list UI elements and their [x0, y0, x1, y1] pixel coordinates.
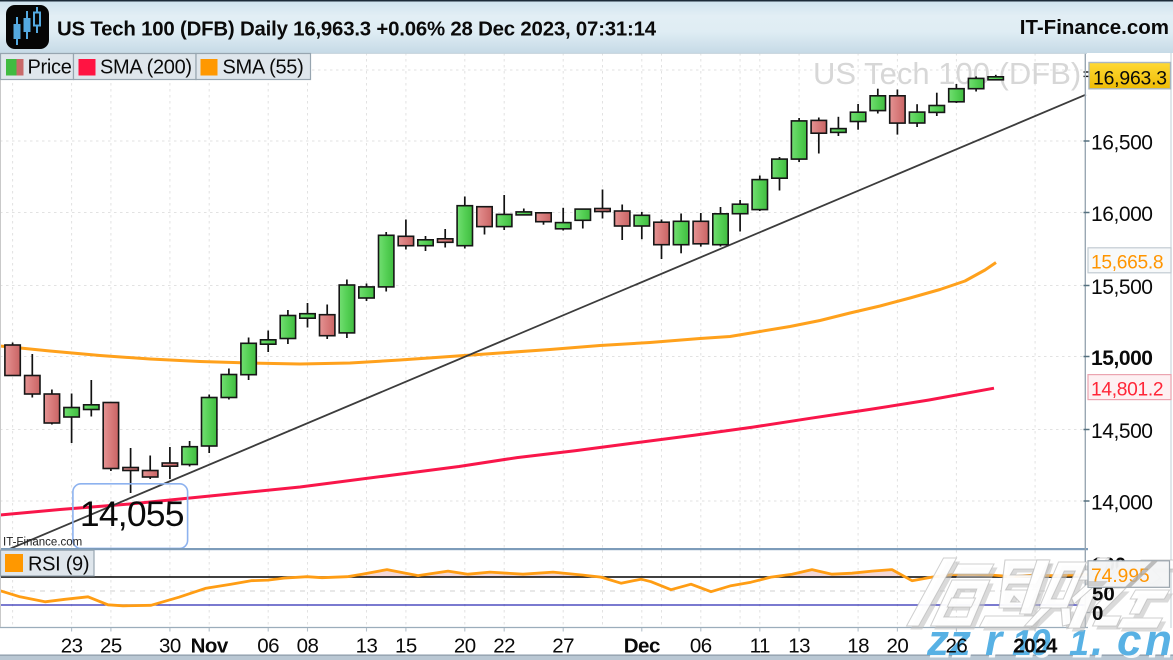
- svg-text:IT-Finance.com: IT-Finance.com: [1020, 16, 1169, 39]
- svg-text:0: 0: [1092, 602, 1103, 625]
- svg-text:11: 11: [750, 635, 770, 658]
- svg-text:06: 06: [690, 635, 712, 658]
- svg-text:27: 27: [552, 635, 574, 658]
- svg-text:30: 30: [159, 635, 181, 658]
- svg-text:15,665.8: 15,665.8: [1091, 253, 1163, 274]
- svg-text:RSI (9): RSI (9): [28, 554, 89, 576]
- svg-text:2024: 2024: [1013, 635, 1058, 658]
- svg-text:IT-Finance.com: IT-Finance.com: [3, 537, 82, 549]
- svg-text:20: 20: [886, 635, 908, 658]
- svg-text:16,000: 16,000: [1091, 203, 1153, 226]
- svg-text:1: 1: [1015, 625, 1035, 660]
- svg-text:15,500: 15,500: [1091, 276, 1153, 299]
- svg-text:SMA (55): SMA (55): [223, 57, 304, 79]
- svg-text:US Tech 100 (DFB): US Tech 100 (DFB): [813, 56, 1081, 91]
- svg-text:15: 15: [395, 635, 417, 658]
- svg-text:15,000: 15,000: [1091, 347, 1153, 370]
- svg-text:22: 22: [493, 635, 515, 658]
- svg-text:14,801.2: 14,801.2: [1091, 379, 1163, 400]
- svg-text:13: 13: [356, 635, 378, 658]
- svg-text:13: 13: [788, 635, 810, 658]
- svg-text:Price: Price: [28, 57, 72, 79]
- svg-text:0: 0: [1033, 625, 1054, 660]
- svg-text:23: 23: [61, 635, 83, 658]
- svg-text:08: 08: [297, 635, 319, 658]
- svg-text:16,500: 16,500: [1091, 131, 1153, 154]
- svg-text:1: 1: [1012, 622, 1032, 660]
- svg-text:1: 1: [1072, 625, 1092, 660]
- svg-text:SMA (200): SMA (200): [100, 57, 192, 79]
- svg-text:US Tech 100 (DFB) Daily 16,963: US Tech 100 (DFB) Daily 16,963.3 +0.06% …: [57, 19, 657, 41]
- svg-text:20: 20: [454, 635, 476, 658]
- svg-text:14,055: 14,055: [80, 494, 184, 534]
- svg-text:14,000: 14,000: [1091, 491, 1153, 514]
- svg-text:Nov: Nov: [191, 635, 229, 658]
- svg-text:16,963.3: 16,963.3: [1093, 68, 1167, 90]
- svg-text:26: 26: [945, 635, 967, 658]
- svg-text:Dec: Dec: [624, 635, 660, 658]
- svg-text:14,500: 14,500: [1091, 420, 1153, 443]
- svg-text:25: 25: [100, 635, 122, 658]
- svg-text:50: 50: [1092, 583, 1115, 606]
- svg-text:06: 06: [257, 635, 279, 658]
- svg-text:18: 18: [847, 635, 869, 658]
